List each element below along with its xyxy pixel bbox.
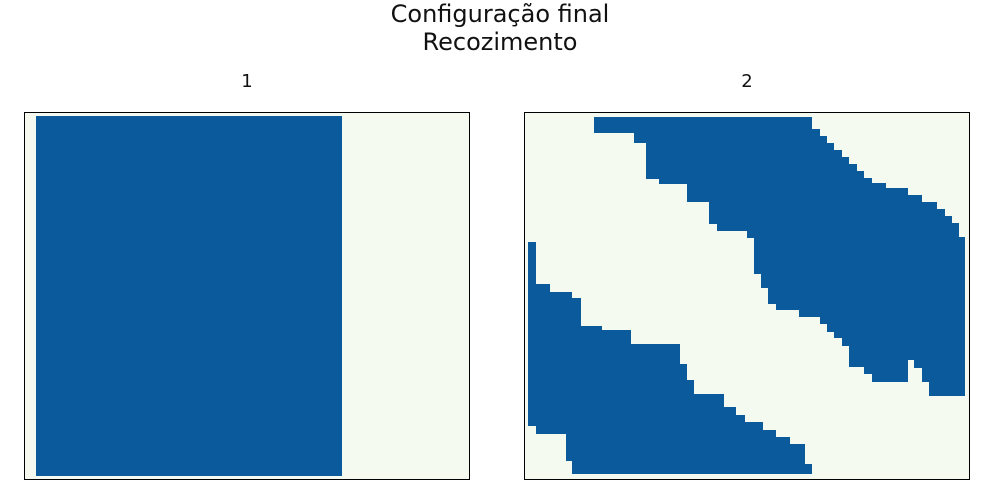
panel-2-title: 2 — [741, 71, 753, 92]
panel-2-lower-stripe — [528, 242, 812, 474]
panel-1-domain — [36, 116, 342, 476]
panel-2-upper-stripe — [594, 117, 965, 396]
figure-title-line-1: Configuração final — [390, 0, 610, 28]
panel-1-title: 1 — [241, 71, 253, 92]
panel-2-frame — [524, 112, 970, 480]
heatmap-panel-1 — [24, 112, 470, 480]
panel-1-frame — [24, 112, 470, 480]
figure-title-line-2: Recozimento — [422, 28, 578, 56]
figure-title: Configuração final Recozimento — [0, 0, 1000, 56]
heatmap-panel-2 — [524, 112, 970, 480]
